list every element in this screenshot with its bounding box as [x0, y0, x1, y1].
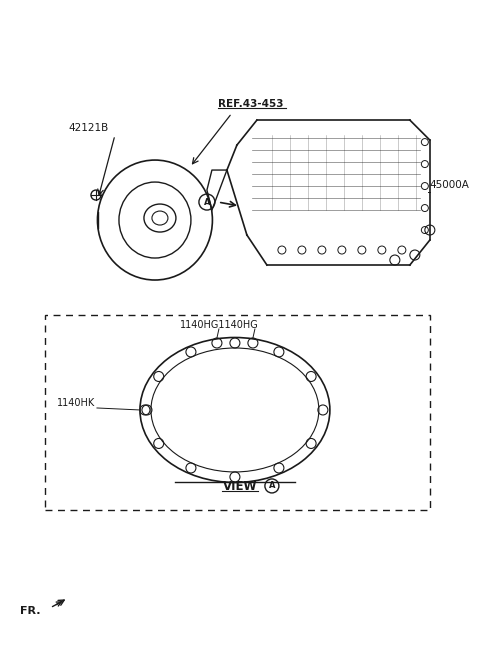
Text: 45000A: 45000A	[430, 180, 470, 190]
Text: 42121B: 42121B	[68, 123, 108, 133]
Text: REF.43-453: REF.43-453	[218, 99, 283, 109]
Text: A: A	[269, 481, 275, 491]
Text: VIEW: VIEW	[223, 480, 257, 493]
Bar	[45, 315, 430, 510]
FancyArrowPatch shape	[52, 602, 61, 607]
Text: 1140HK: 1140HK	[57, 398, 95, 408]
Text: A: A	[204, 198, 210, 206]
Text: 1140HG1140HG: 1140HG1140HG	[180, 320, 259, 330]
Text: FR.: FR.	[20, 606, 40, 616]
